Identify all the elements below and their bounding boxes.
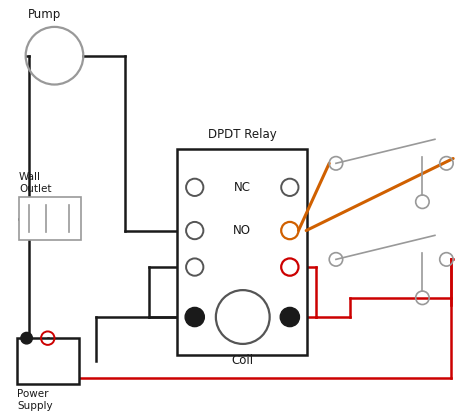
Bar	[17, 338, 80, 384]
Text: NO: NO	[233, 224, 251, 237]
Bar	[19, 197, 82, 240]
Circle shape	[280, 307, 300, 327]
Circle shape	[185, 307, 204, 327]
Text: DPDT Relay: DPDT Relay	[208, 128, 277, 141]
Text: Power
Supply: Power Supply	[17, 389, 53, 411]
Text: Pump: Pump	[27, 8, 61, 21]
Text: NC: NC	[234, 181, 251, 194]
Text: Coil: Coil	[232, 353, 254, 367]
Circle shape	[21, 332, 32, 344]
Bar	[177, 149, 307, 356]
Text: Wall
Outlet: Wall Outlet	[19, 173, 52, 194]
